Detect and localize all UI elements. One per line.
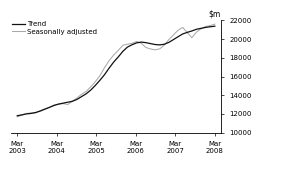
- Text: $m: $m: [209, 9, 221, 18]
- Legend: Trend, Seasonally adjusted: Trend, Seasonally adjusted: [12, 21, 97, 35]
